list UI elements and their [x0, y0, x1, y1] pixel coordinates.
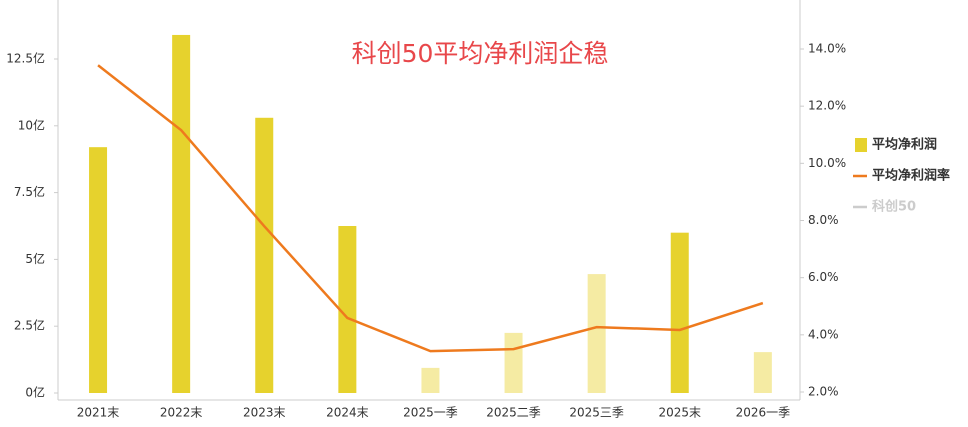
legend-label: 平均净利润率	[872, 168, 950, 184]
y2-tick-label: 6.0%	[808, 270, 839, 284]
y2-tick-label: 4.0%	[808, 327, 839, 341]
bar	[338, 226, 357, 393]
y2-tick-label: 2.0%	[808, 385, 839, 399]
y2-tick-label: 10.0%	[808, 156, 846, 170]
bar	[587, 274, 606, 393]
y2-tick-label: 14.0%	[808, 42, 846, 56]
bar	[753, 352, 772, 393]
bar	[421, 367, 440, 393]
y-tick-label: 10亿	[18, 117, 45, 132]
legend-label: 科创50	[872, 199, 916, 215]
y-tick-label: 7.5亿	[14, 184, 45, 199]
bar	[670, 232, 689, 393]
y-tick-label: 0亿	[25, 385, 45, 400]
x-tick-label: 2025二季	[486, 406, 541, 420]
bar	[504, 332, 523, 393]
line	[97, 64, 764, 353]
y-tick-label: 5亿	[25, 251, 45, 266]
legend-swatch	[855, 138, 867, 152]
y2-tick-label: 8.0%	[808, 213, 839, 227]
x-tick-label: 2025末	[658, 406, 701, 420]
y2-tick-label: 12.0%	[808, 99, 846, 113]
y-tick-label: 12.5亿	[6, 51, 45, 66]
x-tick-label: 2024末	[326, 406, 369, 420]
bar	[172, 34, 191, 394]
y-tick-label: 2.5亿	[14, 318, 45, 333]
x-tick-label: 2025一季	[403, 406, 458, 420]
legend-label: 平均净利润	[872, 137, 937, 153]
bar	[255, 117, 274, 393]
x-tick-label: 2026一季	[736, 406, 791, 420]
x-tick-label: 2021末	[77, 406, 120, 420]
x-tick-label: 2022末	[160, 406, 203, 420]
chart-title: 科创50平均净利润企稳	[352, 39, 609, 68]
x-tick-label: 2023末	[243, 406, 286, 420]
bar	[89, 147, 108, 393]
x-tick-label: 2025三季	[569, 406, 624, 420]
